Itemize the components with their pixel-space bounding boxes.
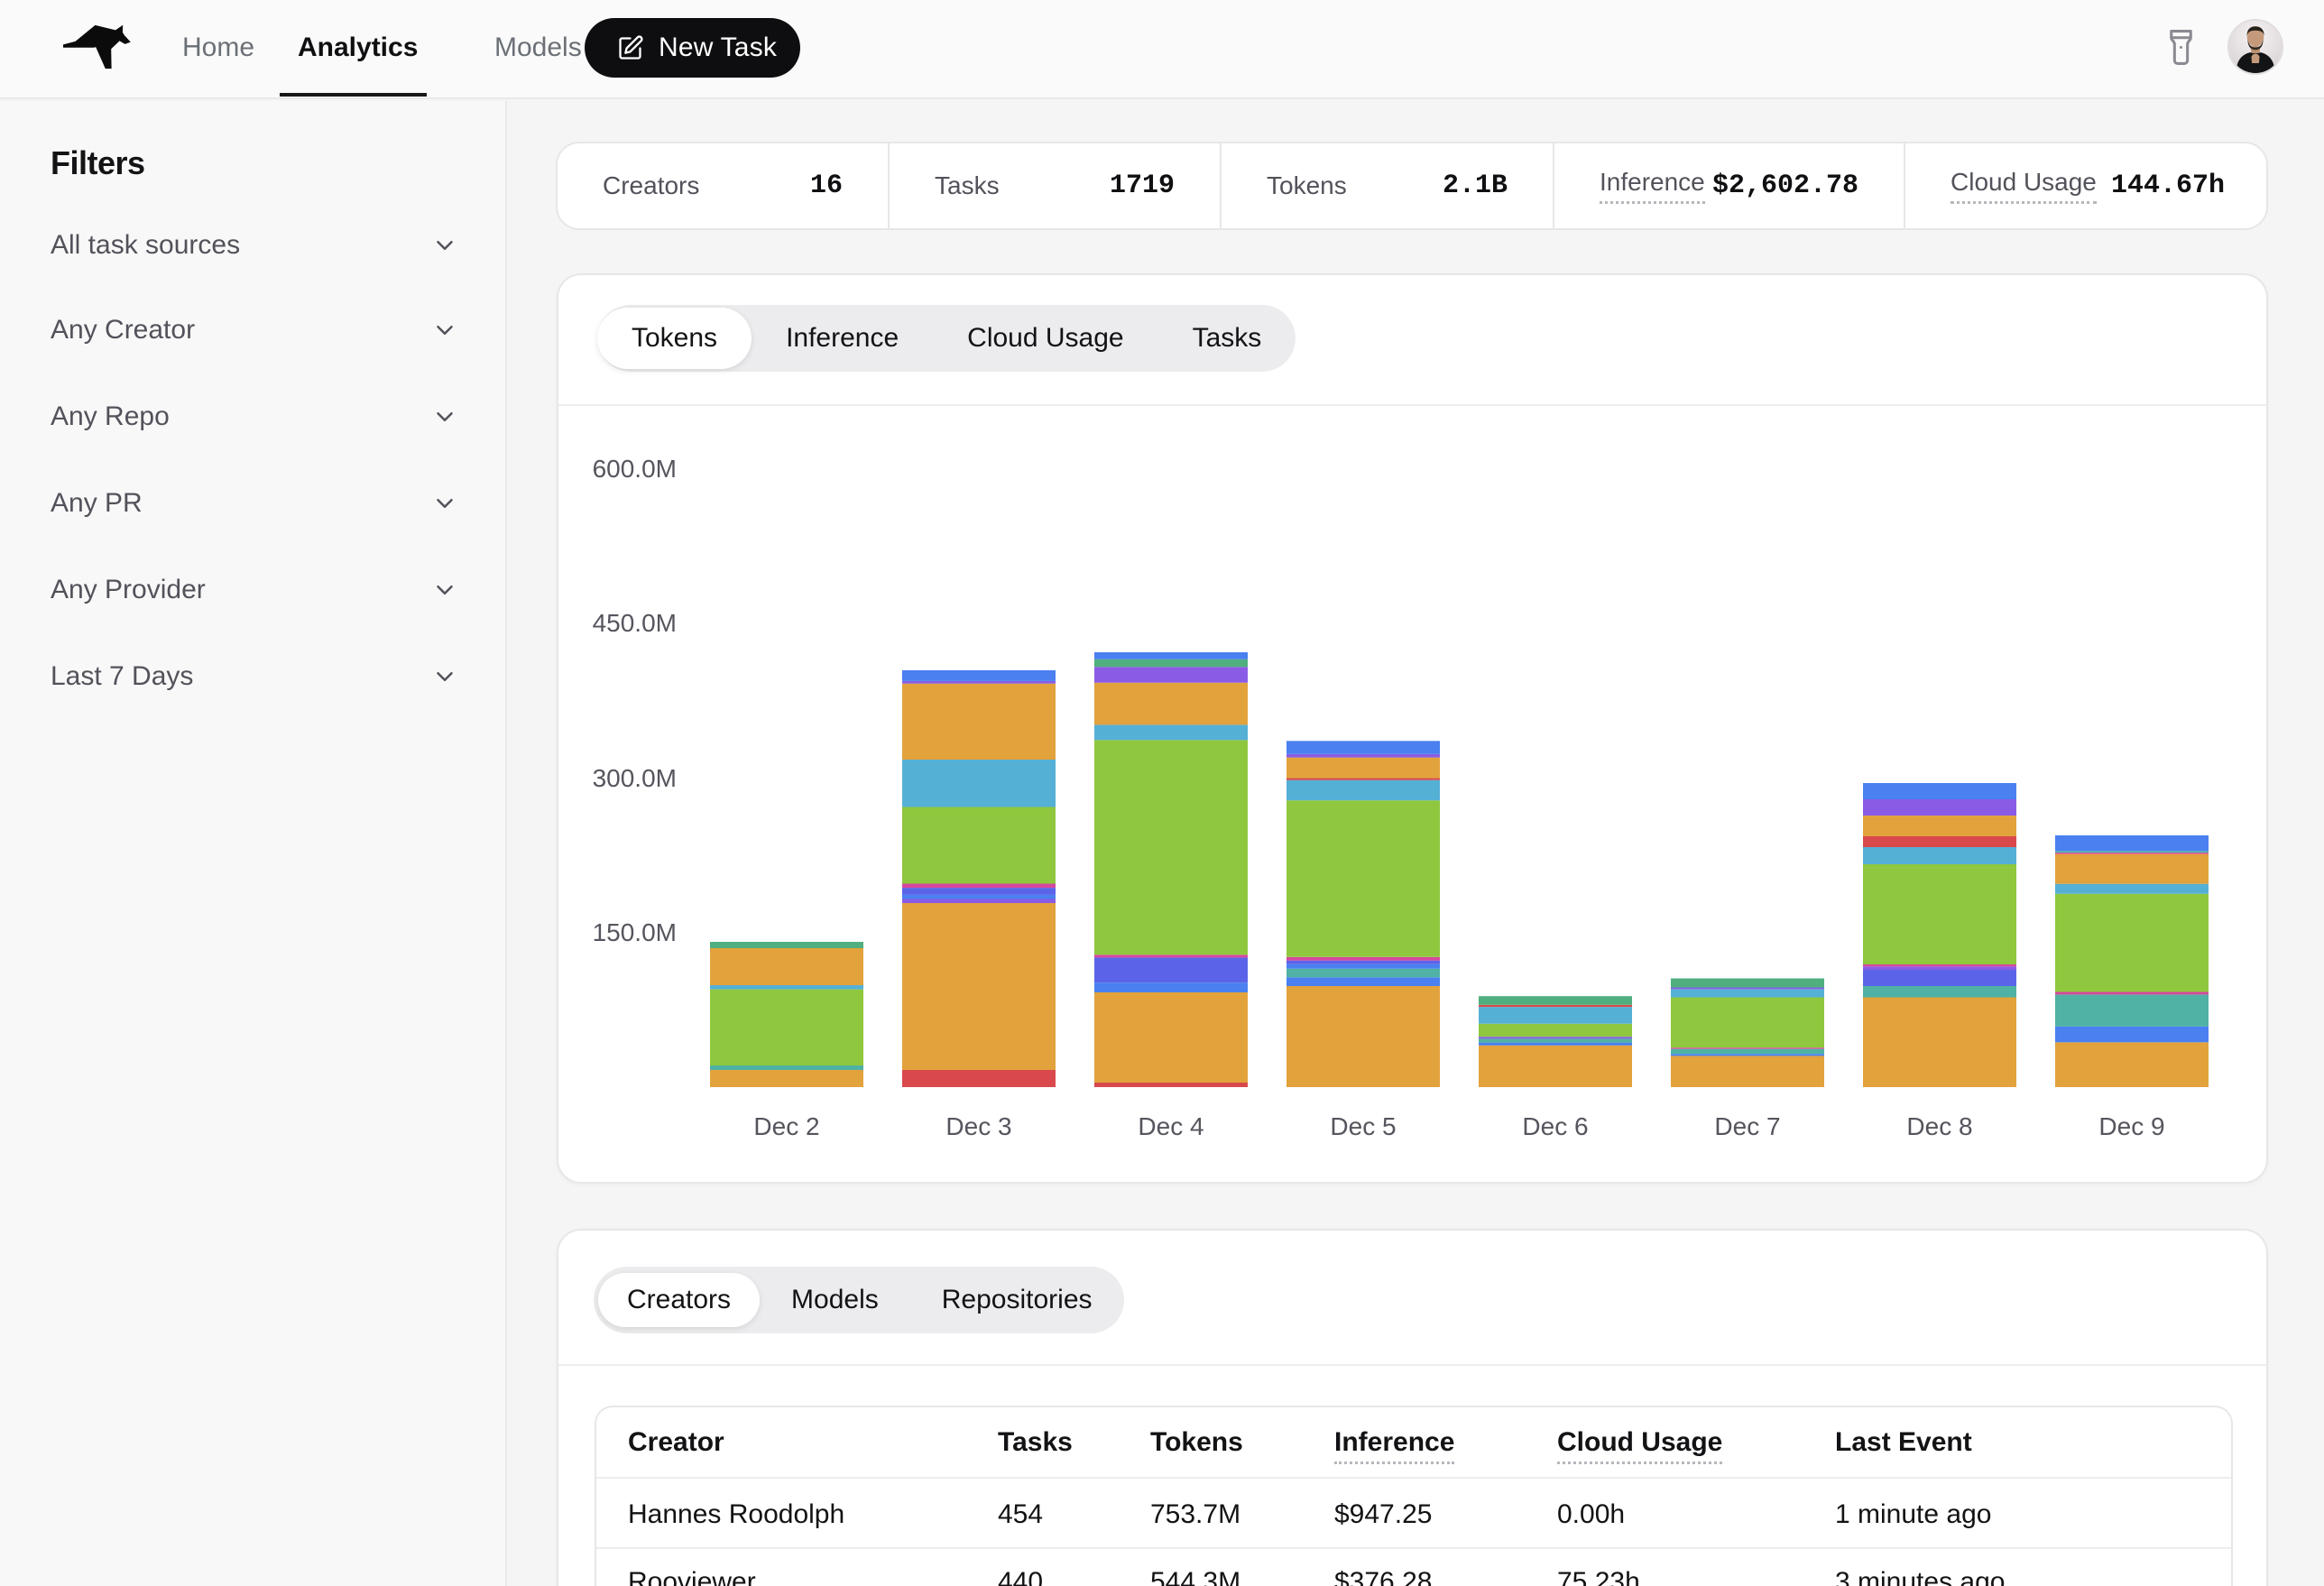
svg-text:450.0M: 450.0M — [593, 609, 677, 637]
svg-text:150.0M: 150.0M — [593, 918, 677, 946]
svg-text:Dec 5: Dec 5 — [1330, 1112, 1396, 1140]
svg-text:Dec 8: Dec 8 — [1906, 1112, 1972, 1140]
svg-text:Dec 6: Dec 6 — [1522, 1112, 1588, 1140]
svg-text:Dec 7: Dec 7 — [1714, 1112, 1780, 1140]
svg-text:300.0M: 300.0M — [593, 764, 677, 792]
svg-text:Dec 2: Dec 2 — [753, 1112, 819, 1140]
svg-text:Dec 3: Dec 3 — [945, 1112, 1011, 1140]
svg-text:Dec 9: Dec 9 — [2098, 1112, 2164, 1140]
svg-text:600.0M: 600.0M — [593, 455, 677, 483]
svg-text:Dec 4: Dec 4 — [1138, 1112, 1204, 1140]
